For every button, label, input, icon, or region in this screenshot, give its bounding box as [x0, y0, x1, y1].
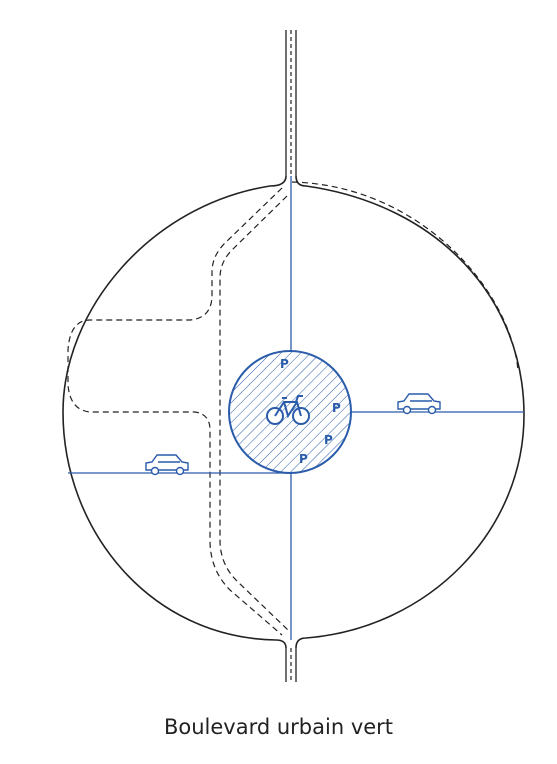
bicycle-icon — [266, 395, 310, 425]
parking-symbol: P — [324, 433, 333, 447]
car-icon — [145, 454, 189, 476]
parking-symbol: P — [280, 357, 289, 371]
inner-dashed-arc-right — [291, 181, 519, 371]
parking-symbol: P — [332, 401, 341, 415]
parking-symbol: P — [299, 452, 308, 466]
bottom-access-road — [285, 648, 297, 682]
district-boundary — [62, 175, 525, 649]
diagram-caption: Boulevard urbain vert — [163, 715, 394, 739]
dashed-corridor-left — [67, 187, 289, 636]
parking-symbols: P P P P — [280, 357, 341, 466]
car-icon — [397, 393, 441, 415]
top-access-road — [285, 30, 297, 176]
